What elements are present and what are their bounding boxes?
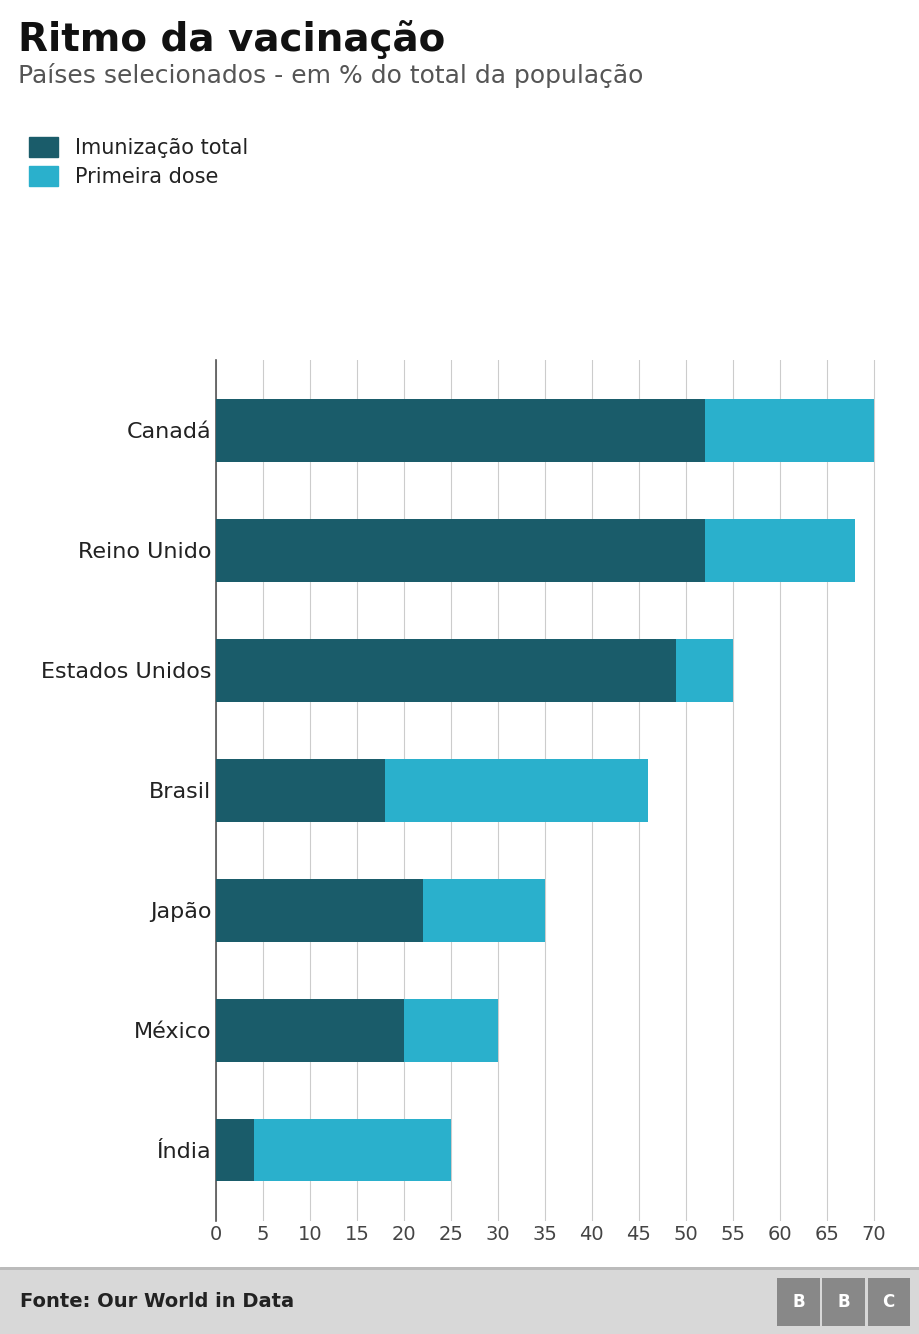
Legend: Imunização total, Primeira dose: Imunização total, Primeira dose xyxy=(28,137,247,187)
Text: Fonte: Our World in Data: Fonte: Our World in Data xyxy=(20,1293,294,1311)
Text: B: B xyxy=(836,1293,849,1311)
Text: Países selecionados - em % do total da população: Países selecionados - em % do total da p… xyxy=(18,63,643,88)
FancyBboxPatch shape xyxy=(867,1278,909,1326)
Bar xyxy=(385,759,648,822)
FancyBboxPatch shape xyxy=(777,1278,819,1326)
Bar xyxy=(254,1119,450,1182)
Bar xyxy=(216,639,675,702)
Bar xyxy=(403,999,497,1062)
Bar xyxy=(216,399,704,462)
Text: C: C xyxy=(881,1293,894,1311)
FancyBboxPatch shape xyxy=(822,1278,864,1326)
FancyBboxPatch shape xyxy=(0,1270,919,1334)
Text: B: B xyxy=(791,1293,804,1311)
Bar xyxy=(216,999,403,1062)
Text: Ritmo da vacinação: Ritmo da vacinação xyxy=(18,20,445,59)
Bar xyxy=(423,879,544,942)
Bar xyxy=(216,879,423,942)
Bar xyxy=(675,639,732,702)
Bar xyxy=(704,399,873,462)
Bar xyxy=(704,519,854,582)
Bar xyxy=(216,519,704,582)
Bar xyxy=(216,1119,254,1182)
Bar xyxy=(216,759,385,822)
